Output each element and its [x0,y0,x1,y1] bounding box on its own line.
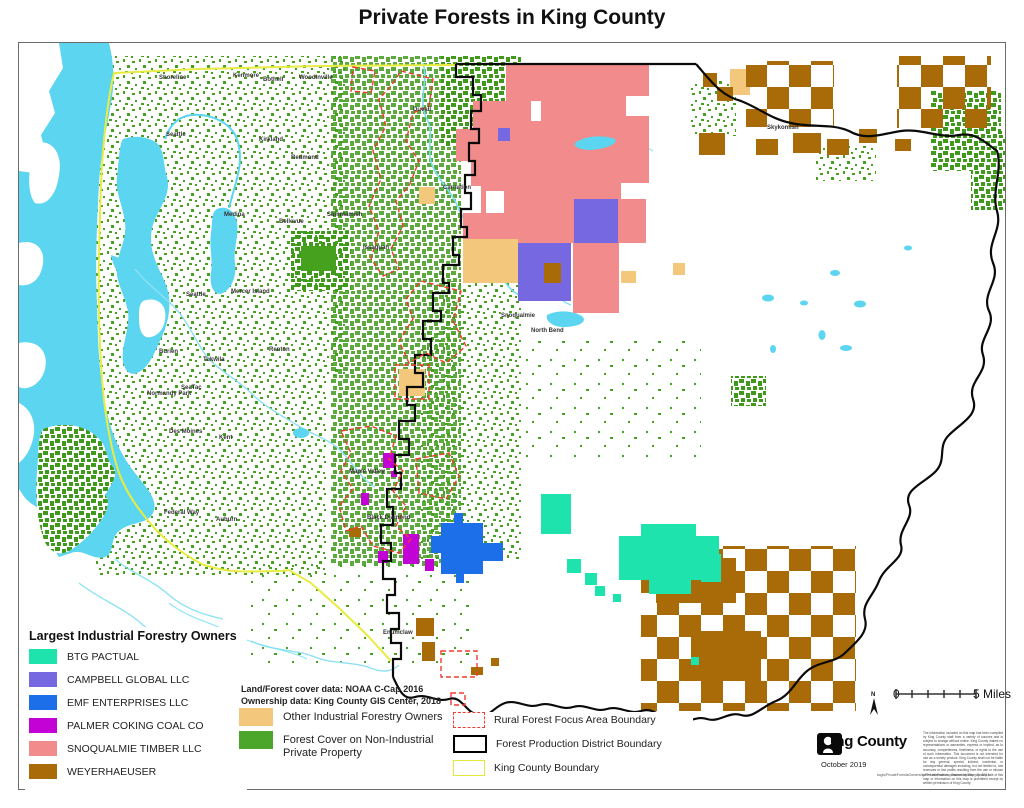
legend-row: Rural Forest Focus Area Boundary [453,712,693,728]
legend-boundaries: Rural Forest Focus Area Boundary Forest … [453,712,693,783]
city-label: Enumclaw [383,630,413,636]
snoqualmie-timber-label: SNOQUALMIE TIMBER LLC [67,742,202,755]
page-title: Private Forests in King County [358,6,666,29]
map-canvas: Shoreline Kenmore Bothell Woodinville Duvall… [18,42,1011,791]
data-sources: Land/Forest cover data: NOAA C-Cap 2016 … [241,683,441,707]
legend-cover: Other Industrial Forestry Owners Forest … [239,708,454,765]
campbell-global-swatch [29,672,57,687]
city-label: Maple Valley [349,469,385,475]
map-date: October 2019 [821,760,867,769]
city-label: Federal Way [164,510,200,516]
fpd-label: Forest Production District Boundary [496,738,662,750]
city-label: Skykomish [767,125,799,131]
forest-cover-swatch [239,731,273,749]
palmer-coking-swatch [29,718,57,733]
scale-bar-group: N 0 5 Miles [863,687,1013,715]
btg-pactual-swatch [29,649,57,664]
btg-pactual-label: BTG PACTUAL [67,650,140,663]
boundary-layer [97,62,1000,723]
legend-row: Forest Cover on Non-Industrial Private P… [239,731,454,759]
city-label: Kent [219,435,232,441]
legend-row: King County Boundary [453,760,693,776]
legend-row: Forest Production District Boundary [453,735,693,753]
weyerhaeuser-label: WEYERHAEUSER [67,765,157,778]
legend-row: CAMPBELL GLOBAL LLC [29,672,243,687]
city-label: Tukwila [203,357,225,363]
agency-block: King County October 2019 [817,733,1017,769]
legend-row: PALMER COKING COAL CO [29,718,243,733]
city-label: Sammamish [327,212,363,218]
city-label: Normandy Park [147,391,192,397]
scale-bar [895,689,977,699]
emf-enterprises-label: EMF ENTERPRISES LLC [67,696,189,709]
city-label: Medina [224,212,245,218]
agency-name: King County [821,733,907,750]
city-label: Snoqualmie [501,313,536,319]
rural-focus-swatch [453,712,485,728]
scale-miles: 5 Miles [972,687,1011,701]
weyerhaeuser-swatch [29,764,57,779]
city-label: Carnation [443,185,471,191]
water-layer [19,43,912,672]
forest-cover-label: Forest Cover on Non-Industrial Private P… [283,734,434,759]
campbell-global-label: CAMPBELL GLOBAL LLC [67,673,190,686]
palmer-coking-label: PALMER COKING COAL CO [67,719,204,732]
city-label: SeaTac [181,385,202,391]
city-label: Shoreline [159,75,187,81]
city-label: Kirkland [259,137,283,143]
legend-row: WEYERHAEUSER [29,764,243,779]
city-label: Des Moines [169,429,203,435]
city-label: Bellevue [279,219,304,225]
city-label: Kenmore [233,73,260,79]
legend-owners-title: Largest Industrial Forestry Owners [29,629,237,643]
city-label: Auburn [216,517,238,523]
legend-row: EMF ENTERPRISES LLC [29,695,243,710]
city-label: Woodinville [299,75,333,81]
city-label: Issaquah [363,245,389,251]
other-industrial-swatch [239,708,273,726]
county-swatch [453,760,485,776]
city-label: Mercer Island [231,289,270,295]
king-county-logo [817,733,842,755]
other-industrial-label: Other Industrial Forestry Owners [283,711,443,723]
source-line-1: Land/Forest cover data: NOAA C-Cap 2016 [241,684,424,694]
city-label: Burien [159,349,178,355]
city-label: Duvall [413,107,431,113]
north-arrow-icon: N [870,692,878,715]
county-label: King County Boundary [494,762,600,774]
file-path-text: kcgis/PrivateForestsOwnership/PrivateFor… [877,773,990,777]
city-label: Bothell [263,77,284,83]
city-label: Renton [269,347,290,353]
emf-enterprises-swatch [29,695,57,710]
city-label: Redmond [291,155,319,161]
north-label: N [871,692,875,698]
city-label: Seattle [166,132,186,138]
legend-row: BTG PACTUAL [29,649,243,664]
legend-owners: Largest Industrial Forestry Owners BTG P… [25,627,247,791]
city-label: Black Diamond [367,515,411,521]
legend-row: Other Industrial Forestry Owners [239,708,454,726]
disclaimer-text: The information included on this map has… [923,731,1003,785]
rural-focus-label: Rural Forest Focus Area Boundary [494,714,656,726]
fpd-swatch [453,735,487,753]
source-line-2: Ownership data: King County GIS Center, … [241,696,442,707]
snoqualmie-timber-swatch [29,741,57,756]
city-label: Seattle [186,292,206,298]
city-label: North Bend [531,328,564,334]
legend-row: SNOQUALMIE TIMBER LLC [29,741,243,756]
